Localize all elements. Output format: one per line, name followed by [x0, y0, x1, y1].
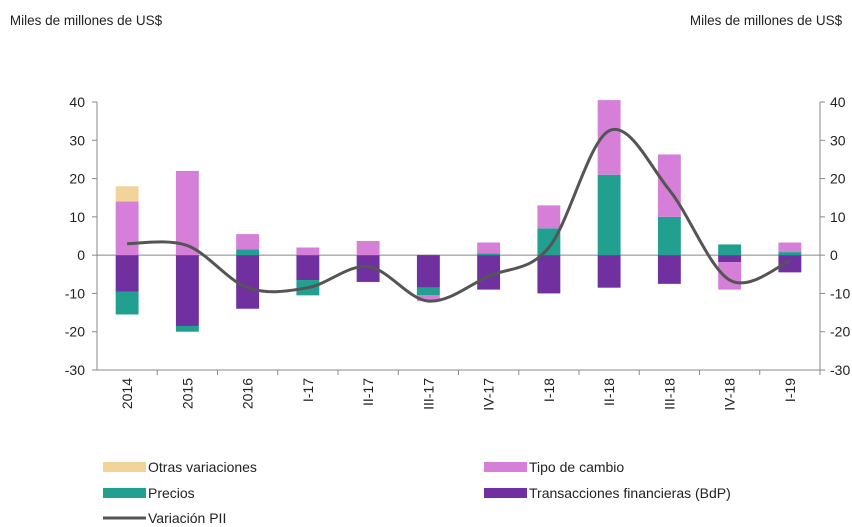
- legend-swatch: [484, 462, 527, 472]
- bar-segment: [115, 186, 139, 202]
- y-tick-label: -10: [65, 285, 85, 301]
- bar-segment: [477, 242, 501, 254]
- bar-segment: [597, 100, 621, 175]
- bar-segment: [175, 170, 199, 256]
- bar-segment: [296, 247, 320, 256]
- legend-swatch: [103, 462, 146, 472]
- bar-segment: [657, 255, 681, 284]
- y2-tick-label: 10: [830, 209, 846, 225]
- y-tick-label: -20: [65, 324, 85, 340]
- y-tick-label: -30: [65, 362, 85, 378]
- legend-swatch: [103, 488, 146, 498]
- y2-tick-label: 40: [830, 94, 846, 110]
- bar-segment: [537, 205, 561, 229]
- bar-segment: [115, 291, 139, 315]
- legend-label: Transacciones financieras (BdP): [529, 485, 731, 501]
- x-tick-label: II-17: [360, 378, 376, 406]
- bar-segment: [718, 262, 742, 290]
- bar-segment: [356, 240, 380, 256]
- bar-segment: [115, 255, 139, 292]
- x-tick-label: III-18: [661, 378, 677, 410]
- legend-label: Otras variaciones: [148, 459, 257, 475]
- bar-segment: [537, 255, 561, 294]
- x-tick-label: 2015: [179, 378, 195, 409]
- legend-label: Variación PII: [148, 510, 226, 526]
- bar-segment: [718, 255, 742, 263]
- legend-label: Precios: [148, 485, 195, 501]
- bar-segment: [356, 255, 380, 282]
- x-tick-label: II-18: [601, 378, 617, 406]
- bar-segment: [115, 201, 139, 256]
- bar-segment: [778, 255, 802, 273]
- bar-segment: [175, 255, 199, 326]
- bar-segment: [778, 252, 802, 256]
- bar-segment: [477, 253, 501, 256]
- bar-segment: [477, 255, 501, 290]
- y-tick-label: 30: [69, 132, 85, 148]
- bar-segment: [175, 325, 199, 332]
- line: [127, 127, 791, 303]
- y-tick-label: 40: [69, 94, 85, 110]
- legend-label: Tipo de cambio: [529, 459, 624, 475]
- x-tick-label: IV-17: [481, 378, 497, 411]
- bar-segment: [296, 255, 320, 281]
- y2-tick-label: 20: [830, 171, 846, 187]
- bar-segment: [236, 249, 260, 256]
- y2-tick-label: -20: [830, 324, 850, 340]
- bar-segment: [416, 295, 440, 302]
- bar-segment: [416, 287, 440, 296]
- y2-tick-label: -30: [830, 362, 850, 378]
- x-tick-label: I-18: [541, 378, 557, 402]
- y2-axis-label: Miles de millones de US$: [689, 13, 843, 28]
- x-tick-label: I-19: [782, 378, 798, 402]
- bar-segment: [657, 216, 681, 256]
- y2-tick-label: 30: [830, 132, 846, 148]
- bar-segment: [236, 255, 260, 309]
- bar-segment: [778, 242, 802, 253]
- legend-swatch: [484, 488, 527, 498]
- bar-segment: [537, 228, 561, 256]
- bar-segment: [416, 255, 440, 288]
- y-tick-label: 20: [69, 171, 85, 187]
- x-tick-label: 2016: [240, 378, 256, 409]
- y2-tick-label: 0: [830, 247, 838, 263]
- y-tick-label: 0: [77, 247, 85, 263]
- y2-tick-label: -10: [830, 285, 850, 301]
- x-tick-label: IV-18: [722, 378, 738, 411]
- bar-segment: [718, 244, 742, 256]
- y-axis-label: Miles de millones de US$: [9, 13, 163, 28]
- bar-segment: [597, 255, 621, 288]
- x-tick-label: III-17: [420, 378, 436, 410]
- bar-segment: [597, 174, 621, 256]
- y-tick-label: 10: [69, 209, 85, 225]
- bar-segment: [657, 154, 681, 217]
- x-tick-label: 2014: [119, 378, 135, 409]
- x-tick-label: I-17: [300, 378, 316, 402]
- bar-segment: [236, 234, 260, 250]
